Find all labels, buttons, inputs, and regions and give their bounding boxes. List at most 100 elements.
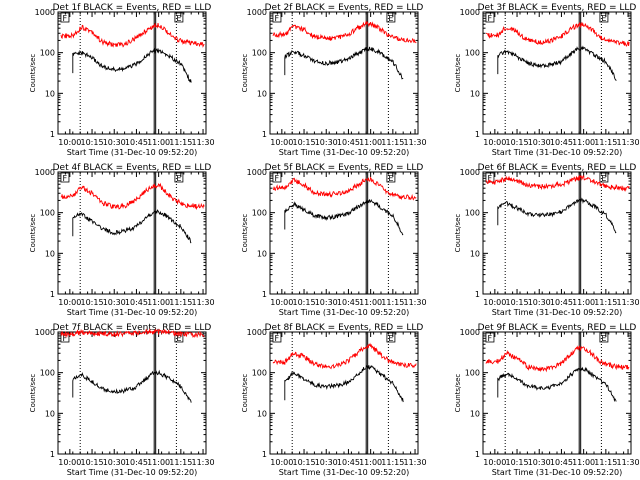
x-tick-label: 10:30 xyxy=(315,138,338,147)
x-tick-label: 11:30 xyxy=(404,458,427,467)
x-tick-label: 11:30 xyxy=(404,138,427,147)
y-tick-label: 10 xyxy=(45,89,55,98)
y-tick-label: 1 xyxy=(50,130,55,139)
x-tick-label: 10:30 xyxy=(528,458,551,467)
series-line-lld xyxy=(486,22,630,47)
series-line-lld xyxy=(60,327,205,339)
y-tick-label: 1 xyxy=(475,450,480,459)
x-tick-label: 10:15 xyxy=(506,458,529,467)
x-axis-label: Start Time (31-Dec-10 09:52:20) xyxy=(492,468,623,477)
y-tick-label: 100 xyxy=(252,49,267,58)
x-tick-label: 10:00 xyxy=(58,298,81,307)
y-axis-label: Counts/sec xyxy=(29,214,37,253)
flag-label: E xyxy=(601,14,606,23)
x-tick-label: 10:00 xyxy=(58,138,81,147)
flag-box xyxy=(386,332,396,343)
y-tick-label: 10 xyxy=(257,409,267,418)
x-tick-label: 11:30 xyxy=(192,458,215,467)
x-tick-label: 11:00 xyxy=(572,138,595,147)
chart-title: Det 7f BLACK = Events, RED = LLD xyxy=(53,323,212,333)
series-line-lld xyxy=(60,23,205,48)
series-line-lld xyxy=(485,174,630,192)
x-tick-label: 11:00 xyxy=(147,138,170,147)
x-tick-label: 10:30 xyxy=(103,138,126,147)
y-tick-label: 1000 xyxy=(35,328,55,337)
flag-label: F xyxy=(62,334,67,343)
x-tick-label: 10:00 xyxy=(270,298,293,307)
panel-1: Det 1f BLACK = Events, RED = LLD 1 10 100 10… xyxy=(29,3,215,157)
flag-box xyxy=(485,12,495,23)
y-axis-label: Counts/sec xyxy=(454,374,462,413)
y-axis-label: Counts/sec xyxy=(29,54,37,93)
panel-7: Det 7f BLACK = Events, RED = LLD 1 10 100 10… xyxy=(29,323,215,477)
x-axis-label: Start Time (31-Dec-10 09:52:20) xyxy=(67,468,198,477)
flag-box xyxy=(60,12,70,23)
chart-title: Det 8f BLACK = Events, RED = LLD xyxy=(265,323,424,333)
y-tick-label: 100 xyxy=(252,369,267,378)
y-tick-label: 10 xyxy=(45,249,55,258)
x-tick-label: 10:15 xyxy=(81,138,104,147)
x-tick-label: 11:30 xyxy=(404,298,427,307)
flag-label: F xyxy=(487,14,492,23)
y-tick-label: 10 xyxy=(257,89,267,98)
x-tick-label: 10:15 xyxy=(293,138,316,147)
x-tick-label: 10:00 xyxy=(483,458,506,467)
y-axis-label: Counts/sec xyxy=(241,374,249,413)
y-tick-label: 1 xyxy=(475,130,480,139)
series-line-lld xyxy=(60,182,205,211)
x-tick-label: 11:00 xyxy=(359,298,382,307)
y-tick-label: 10 xyxy=(45,409,55,418)
flag-box xyxy=(174,12,184,23)
x-tick-label: 11:15 xyxy=(381,458,404,467)
chart-title: Det 9f BLACK = Events, RED = LLD xyxy=(478,323,637,333)
x-tick-label: 11:30 xyxy=(617,298,640,307)
x-tick-label: 11:15 xyxy=(169,138,192,147)
flag-box xyxy=(272,172,282,183)
x-axis-label: Start Time (31-Dec-10 09:52:20) xyxy=(67,148,198,157)
flag-box xyxy=(485,332,495,343)
y-axis-label: Counts/sec xyxy=(29,374,37,413)
flag-label: E xyxy=(601,334,606,343)
x-tick-label: 10:30 xyxy=(103,458,126,467)
x-axis-label: Start Time (31-Dec-10 09:52:20) xyxy=(492,308,623,317)
series-line-lld xyxy=(485,345,630,373)
x-tick-label: 11:15 xyxy=(169,458,192,467)
flag-label: F xyxy=(274,174,279,183)
x-tick-label: 10:45 xyxy=(550,138,573,147)
chart-title: Det 2f BLACK = Events, RED = LLD xyxy=(265,3,424,13)
flag-label: E xyxy=(176,14,181,23)
x-tick-label: 10:45 xyxy=(125,298,148,307)
x-tick-label: 10:30 xyxy=(528,138,551,147)
y-tick-label: 100 xyxy=(252,209,267,218)
y-tick-label: 10 xyxy=(470,409,480,418)
y-tick-label: 1000 xyxy=(247,168,267,177)
x-tick-label: 10:00 xyxy=(58,458,81,467)
x-tick-label: 10:15 xyxy=(81,458,104,467)
x-tick-label: 11:30 xyxy=(617,138,640,147)
x-tick-label: 10:15 xyxy=(506,298,529,307)
y-tick-label: 1 xyxy=(262,290,267,299)
y-axis-label: Counts/sec xyxy=(454,54,462,93)
y-tick-label: 1000 xyxy=(460,168,480,177)
flag-label: F xyxy=(487,174,492,183)
x-tick-label: 10:45 xyxy=(125,458,148,467)
flag-box xyxy=(60,172,70,183)
x-tick-label: 10:00 xyxy=(270,458,293,467)
y-axis-label: Counts/sec xyxy=(241,54,249,93)
panel-9: Det 9f BLACK = Events, RED = LLD 1 10 100 10… xyxy=(454,323,640,477)
x-tick-label: 10:15 xyxy=(293,298,316,307)
x-tick-label: 10:45 xyxy=(125,138,148,147)
x-tick-label: 10:00 xyxy=(270,138,293,147)
chart-title: Det 4f BLACK = Events, RED = LLD xyxy=(53,163,212,173)
y-tick-label: 1 xyxy=(475,290,480,299)
flag-box xyxy=(386,172,396,183)
y-tick-label: 100 xyxy=(465,49,480,58)
x-tick-label: 11:15 xyxy=(594,138,617,147)
x-tick-label: 11:00 xyxy=(359,138,382,147)
flag-label: E xyxy=(176,334,181,343)
y-tick-label: 1000 xyxy=(247,8,267,17)
y-tick-label: 1 xyxy=(262,450,267,459)
flag-box xyxy=(174,172,184,183)
series-line-lld xyxy=(272,342,417,370)
